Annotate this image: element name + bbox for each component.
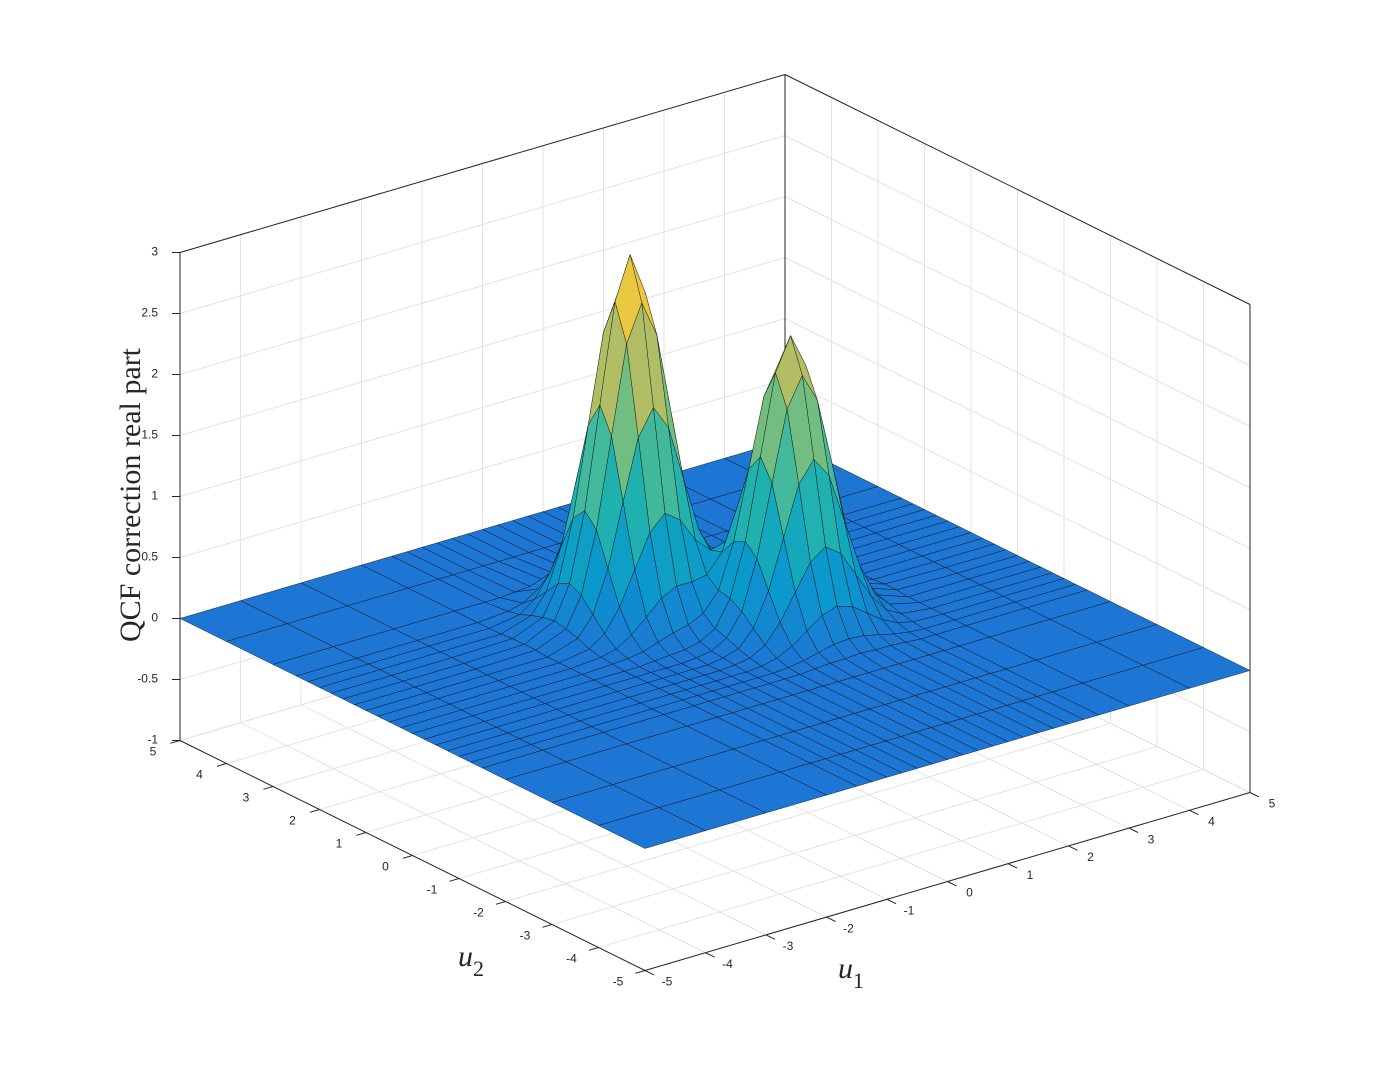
y-label-symbol: u [458, 940, 473, 973]
y-tick-label: 4 [196, 768, 203, 782]
y-tick-label: -5 [613, 975, 624, 989]
y-tick-label: 1 [336, 837, 343, 851]
y-tick-label: -1 [427, 883, 438, 897]
x-tick [1249, 792, 1260, 798]
x-label-symbol: u [838, 952, 853, 985]
y-tick [356, 832, 367, 836]
y-grid-line [551, 746, 1158, 925]
z-tick-label: -0.5 [137, 672, 158, 686]
y-tick [449, 878, 460, 882]
z-tick-label: -1 [147, 733, 158, 747]
x-label-subscript: 1 [853, 968, 864, 993]
axes-layer: -1 -0.5 0 0.5 1 1.5 2 2.5 3 -5 -4 -3 -2 -1 0 1 2 3 4 5 -5 -4 -… [137, 245, 1275, 989]
x-tick [765, 934, 776, 940]
y-axis-label: u2 [458, 940, 484, 981]
x-tick [1068, 845, 1078, 851]
x-tick [1189, 809, 1199, 816]
x-tick-label: 5 [1269, 797, 1276, 811]
x-tick-label: 2 [1087, 850, 1094, 864]
y-label-subscript: 2 [473, 956, 484, 981]
x-tick [947, 881, 957, 887]
y-tick [588, 947, 599, 951]
y-tick-label: -2 [473, 906, 484, 920]
y-tick [495, 901, 506, 905]
y-tick [263, 786, 274, 790]
x-axis-label: u1 [838, 952, 864, 993]
x-tick-label: 1 [1027, 868, 1034, 882]
z-tick-label: 2.5 [141, 306, 158, 320]
y-tick-label: 2 [289, 814, 296, 828]
x-tick-label: 4 [1208, 814, 1215, 828]
x-tick [644, 970, 655, 976]
z-tick-label: 0 [151, 611, 158, 625]
z-tick-label: 1.5 [141, 428, 158, 442]
x-tick-label: -3 [783, 939, 794, 953]
x-tick [1007, 863, 1018, 869]
surface-patch [598, 807, 706, 849]
y-tick-label: 5 [150, 745, 157, 759]
x-tick-label: -5 [662, 975, 673, 989]
y-tick [635, 970, 646, 974]
surface-layer [179, 254, 1251, 849]
y-tick-label: -4 [566, 952, 577, 966]
x-tick [705, 952, 715, 958]
y-tick [402, 855, 413, 859]
box-edge [179, 74, 786, 253]
z-tick-label: 2 [151, 367, 158, 381]
y-tick-label: 3 [243, 791, 250, 805]
x-tick-label: -1 [904, 903, 915, 917]
y-tick-label: 0 [382, 860, 389, 874]
x-tick-label: -4 [722, 957, 733, 971]
x-tick-label: 3 [1148, 832, 1155, 846]
y-tick [542, 924, 553, 928]
y-grid-line [598, 769, 1204, 948]
y-tick [216, 763, 227, 767]
y-tick-label: -3 [520, 929, 531, 943]
y-tick [309, 809, 320, 813]
z-axis-label: QCF correction real part [114, 347, 147, 642]
x-tick [826, 916, 836, 922]
box-edge [784, 74, 1251, 305]
x-tick [886, 898, 897, 905]
x-tick [1128, 827, 1139, 833]
y-tick [170, 740, 181, 744]
y-grid-line [505, 723, 1111, 902]
z-tick-label: 3 [151, 245, 158, 259]
z-tick-label: 0.5 [141, 550, 158, 564]
z-tick-label: 1 [151, 489, 158, 503]
x-tick-label: -2 [843, 921, 854, 935]
x-tick-label: 0 [966, 886, 973, 900]
